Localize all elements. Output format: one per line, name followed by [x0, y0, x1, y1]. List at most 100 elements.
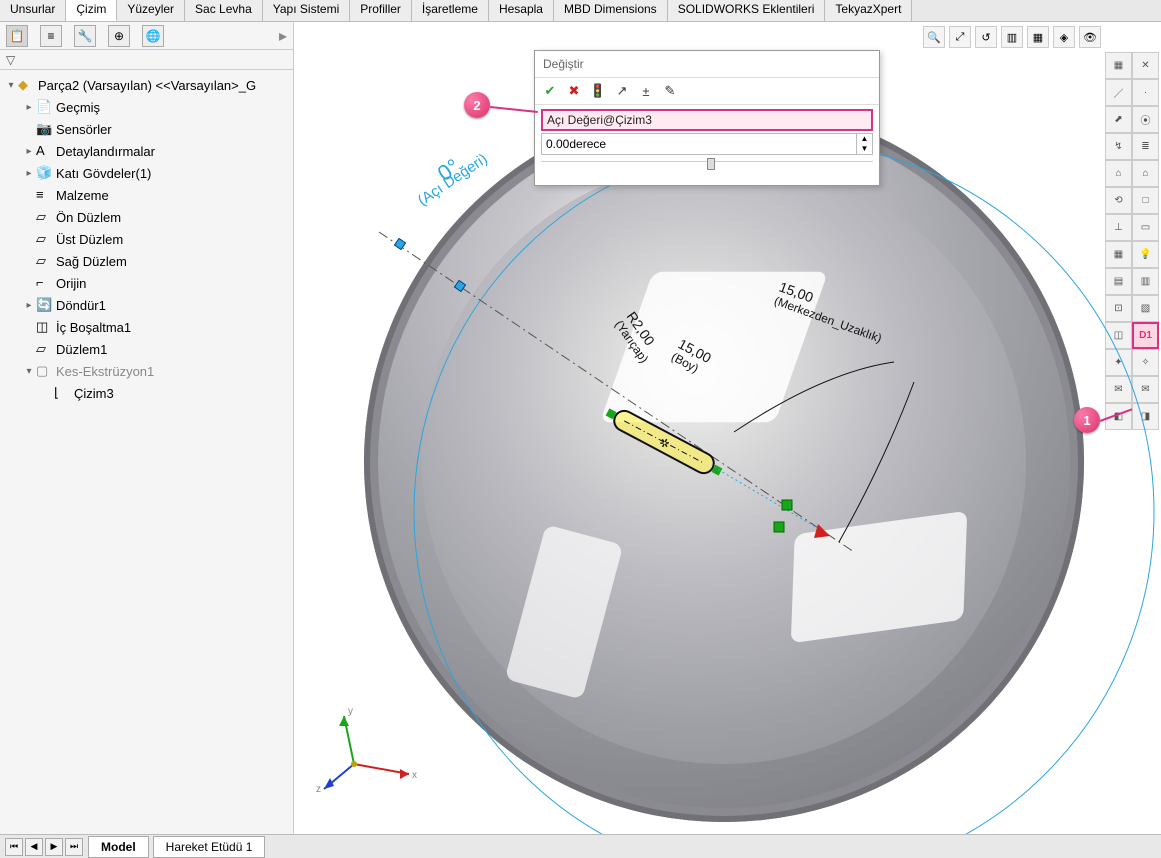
right-tool-button[interactable]: ▭ — [1132, 214, 1159, 241]
display-style-icon[interactable]: ▦ — [1027, 26, 1049, 48]
right-tool-button[interactable]: ▤ — [1105, 268, 1132, 295]
zoom-fit-icon[interactable]: 🔍 — [923, 26, 945, 48]
right-tool-button[interactable]: ≣ — [1132, 133, 1159, 160]
tree-item[interactable]: ⌐Orijin — [0, 272, 293, 294]
bottom-nav-button[interactable]: ◀ — [25, 838, 43, 856]
dialog-toolbar: ✔ ✖ 🚦 ↗ ± ✎ — [535, 78, 879, 105]
right-tool-button[interactable]: ✉ — [1105, 376, 1132, 403]
modify-cancel-button[interactable]: ✖ — [565, 82, 583, 100]
tree-item[interactable]: ▸🔄Döndür1 — [0, 294, 293, 316]
right-tool-button[interactable]: ✧ — [1132, 349, 1159, 376]
callout-1: 1 — [1074, 407, 1100, 433]
panel-tab-4[interactable]: 🌐 — [142, 25, 164, 47]
right-tool-button[interactable]: ▦ — [1105, 52, 1132, 79]
right-tool-button[interactable]: 💡 — [1132, 241, 1159, 268]
section-view-icon[interactable]: ▥ — [1001, 26, 1023, 48]
right-tool-button[interactable]: ✕ — [1132, 52, 1159, 79]
modify-ok-button[interactable]: ✔ — [541, 82, 559, 100]
tree-item[interactable]: ▸ADetaylandırmalar — [0, 140, 293, 162]
right-tool-button[interactable]: ／ — [1105, 79, 1132, 106]
panel-tab-0[interactable]: 📋 — [6, 25, 28, 47]
feature-tree[interactable]: ▾ ◆ Parça2 (Varsayılan) <<Varsayılan>_G … — [0, 70, 293, 834]
tree-item[interactable]: ▱Ön Düzlem — [0, 206, 293, 228]
dimension-value-row: ▲▼ — [541, 133, 873, 155]
bottom-nav-button[interactable]: ⏭ — [65, 838, 83, 856]
svg-text:x: x — [412, 770, 417, 781]
right-tool-button[interactable]: ▧ — [1132, 295, 1159, 322]
right-tool-button[interactable]: ⟲ — [1105, 187, 1132, 214]
modify-dimension-dialog[interactable]: Değiştir ✔✖🚦↗±✎ Açı Değeri@Çizim3 ▲▼ — [534, 50, 880, 186]
right-tool-button[interactable]: ⦿ — [1132, 106, 1159, 133]
graphics-viewport[interactable]: 🔍 ⤢ ↺ ▥ ▦ ◈ 👁 ▦✕／·⬈⦿↯≣⌂⌂⟲□⊥▭▦💡▤▥⊡▧◫D1✦✧✉… — [294, 22, 1161, 834]
right-tool-button[interactable]: ⌂ — [1105, 160, 1132, 187]
modify-reverse-button[interactable]: ± — [637, 82, 655, 100]
tree-root[interactable]: ▾ ◆ Parça2 (Varsayılan) <<Varsayılan>_G — [0, 74, 293, 96]
tree-item[interactable]: ▱Sağ Düzlem — [0, 250, 293, 272]
right-tool-button[interactable]: ⊥ — [1105, 214, 1132, 241]
tree-item[interactable]: ▸📄Geçmiş — [0, 96, 293, 118]
panel-expand-icon[interactable]: ▸ — [279, 26, 287, 46]
top-tab-mbd-dimensions[interactable]: MBD Dimensions — [554, 0, 668, 21]
right-tool-button[interactable]: □ — [1132, 187, 1159, 214]
top-tab-profiller[interactable]: Profiller — [350, 0, 412, 21]
callout-connector — [490, 106, 538, 113]
modify-traffic-button[interactable]: 🚦 — [589, 82, 607, 100]
right-tool-button[interactable]: ▦ — [1105, 241, 1132, 268]
command-manager-tabs: UnsurlarÇizimYüzeylerSac LevhaYapı Siste… — [0, 0, 1161, 22]
value-slider[interactable] — [541, 161, 873, 179]
panel-tab-2[interactable]: 🔧 — [74, 25, 96, 47]
right-tool-button[interactable]: ▥ — [1132, 268, 1159, 295]
feature-manager-panel: 📋 ≡ 🔧 ⊕ 🌐 ▸ ▽ ▾ ◆ Parça2 (Varsayılan) <<Varsa… — [0, 22, 294, 834]
svg-text:y: y — [348, 706, 353, 717]
top-tab-unsurlar[interactable]: Unsurlar — [0, 0, 66, 21]
right-tool-button[interactable]: · — [1132, 79, 1159, 106]
right-tool-button[interactable]: ✉ — [1132, 376, 1159, 403]
top-tab-tekyazxpert[interactable]: TekyazXpert — [825, 0, 912, 21]
bottom-tab-model[interactable]: Model — [88, 836, 149, 858]
dimension-name-field[interactable]: Açı Değeri@Çizim3 — [541, 109, 873, 131]
top-tab-hesapla[interactable]: Hesapla — [489, 0, 554, 21]
top-tab-yüzeyler[interactable]: Yüzeyler — [117, 0, 185, 21]
right-tool-button[interactable]: ◫ — [1105, 322, 1132, 349]
right-tool-button[interactable]: ◨ — [1132, 403, 1159, 430]
panel-tab-1[interactable]: ≡ — [40, 25, 62, 47]
tree-item[interactable]: ≡Malzeme — [0, 184, 293, 206]
bottom-tab-motion[interactable]: Hareket Etüdü 1 — [153, 836, 266, 858]
tree-item[interactable]: 📷Sensörler — [0, 118, 293, 140]
instant3d-button[interactable]: D1 — [1132, 322, 1159, 349]
filter-icon: ▽ — [6, 53, 15, 67]
right-tool-button[interactable]: ⌂ — [1132, 160, 1159, 187]
value-spinner[interactable]: ▲▼ — [856, 134, 872, 154]
tree-item[interactable]: ⌊Çizim3 — [0, 382, 293, 404]
right-tool-button[interactable]: ⬈ — [1105, 106, 1132, 133]
hide-show-icon[interactable]: 👁 — [1079, 26, 1101, 48]
top-tab-çizim[interactable]: Çizim — [66, 0, 117, 21]
part-body — [364, 102, 1084, 822]
tree-item[interactable]: ▸🧊Katı Gövdeler(1) — [0, 162, 293, 184]
bottom-nav-button[interactable]: ⏮ — [5, 838, 23, 856]
top-tab-i̇şaretleme[interactable]: İşaretleme — [412, 0, 489, 21]
right-tool-button[interactable]: ↯ — [1105, 133, 1132, 160]
modify-rebuild-button[interactable]: ↗ — [613, 82, 631, 100]
top-tab-solidworks-eklentileri[interactable]: SOLIDWORKS Eklentileri — [668, 0, 826, 21]
right-tool-button[interactable]: ⊡ — [1105, 295, 1132, 322]
tree-item[interactable]: ▱Düzlem1 — [0, 338, 293, 360]
orientation-triad[interactable]: x y z — [314, 704, 424, 794]
dimension-value-input[interactable] — [542, 134, 856, 154]
svg-text:0°: 0° — [433, 154, 464, 186]
right-toolbar: ▦✕／·⬈⦿↯≣⌂⌂⟲□⊥▭▦💡▤▥⊡▧◫D1✦✧✉✉◧◨ — [1105, 52, 1161, 430]
panel-tab-3[interactable]: ⊕ — [108, 25, 130, 47]
prev-view-icon[interactable]: ↺ — [975, 26, 997, 48]
top-tab-sac-levha[interactable]: Sac Levha — [185, 0, 263, 21]
scene-icon[interactable]: ◈ — [1053, 26, 1075, 48]
top-tab-yapı-sistemi[interactable]: Yapı Sistemi — [263, 0, 350, 21]
filter-row[interactable]: ▽ — [0, 50, 293, 70]
bottom-nav-button[interactable]: ▶ — [45, 838, 63, 856]
tree-item[interactable]: ▾▢Kes-Ekstrüzyon1 — [0, 360, 293, 382]
tree-item[interactable]: ▱Üst Düzlem — [0, 228, 293, 250]
svg-text:z: z — [316, 784, 321, 794]
tree-item[interactable]: ◫İç Boşaltma1 — [0, 316, 293, 338]
zoom-area-icon[interactable]: ⤢ — [949, 26, 971, 48]
right-tool-button[interactable]: ✦ — [1105, 349, 1132, 376]
modify-wand-button[interactable]: ✎ — [661, 82, 679, 100]
